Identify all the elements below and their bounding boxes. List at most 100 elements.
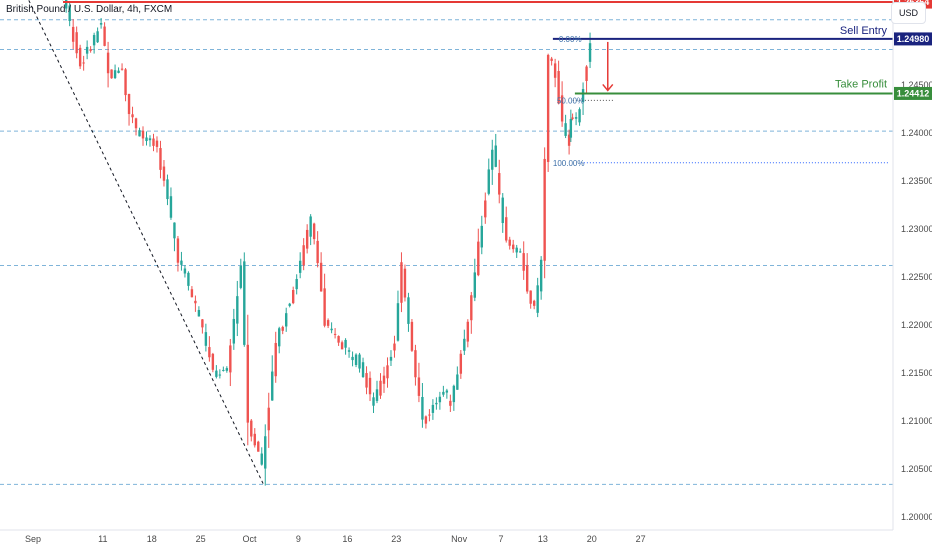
time-tick-label: 13 bbox=[538, 534, 548, 544]
candle-body bbox=[501, 197, 504, 224]
candle-body bbox=[372, 397, 375, 406]
candle-body bbox=[463, 338, 466, 351]
candle-body bbox=[452, 385, 456, 403]
candle-body bbox=[85, 46, 89, 54]
candle-body bbox=[543, 158, 546, 261]
candle-body bbox=[309, 216, 312, 237]
candle-body bbox=[368, 377, 372, 395]
candle-body bbox=[491, 149, 494, 170]
candle-body bbox=[99, 23, 103, 25]
candle-body bbox=[512, 244, 515, 250]
candle-body bbox=[138, 130, 141, 137]
candle-body bbox=[319, 262, 323, 292]
candle-body bbox=[515, 247, 518, 253]
fib-label: 100.00% bbox=[553, 159, 585, 168]
price-tick-label: 1.21500 bbox=[901, 368, 932, 378]
price-tick-label: 1.22000 bbox=[901, 320, 932, 330]
candle-body bbox=[564, 123, 567, 136]
candle-body bbox=[166, 179, 169, 200]
candle-body bbox=[470, 295, 473, 321]
candle-body bbox=[498, 173, 501, 195]
price-badge bbox=[894, 32, 932, 46]
candle-body bbox=[442, 391, 445, 395]
candle-body bbox=[340, 342, 344, 350]
candle-body bbox=[141, 130, 145, 139]
candle-body bbox=[417, 377, 421, 396]
candle-body bbox=[218, 374, 222, 376]
candle-body bbox=[103, 26, 106, 46]
candle-body bbox=[522, 253, 525, 271]
candle-body bbox=[117, 70, 120, 73]
time-tick-label: 16 bbox=[342, 534, 352, 544]
candle-body bbox=[281, 326, 284, 331]
candle-body bbox=[400, 262, 403, 303]
candle-body bbox=[225, 368, 229, 371]
time-tick-label: Oct bbox=[243, 534, 258, 544]
candle-body bbox=[358, 354, 361, 369]
candle-body bbox=[578, 109, 581, 123]
candle-body bbox=[110, 69, 113, 79]
sell-entry-label: Sell Entry bbox=[840, 25, 888, 37]
candle-body bbox=[236, 296, 239, 324]
candle-body bbox=[407, 297, 410, 324]
price-tick-label: 1.24000 bbox=[901, 128, 932, 138]
candle-body bbox=[173, 222, 176, 239]
candle-body bbox=[557, 71, 560, 104]
time-tick-label: Nov bbox=[451, 534, 468, 544]
candle-body bbox=[291, 290, 295, 304]
time-tick-label: 18 bbox=[147, 534, 157, 544]
candle-body bbox=[82, 62, 85, 64]
fib-label: 0.00% bbox=[559, 35, 582, 44]
time-tick-label: 9 bbox=[296, 534, 301, 544]
candle-body bbox=[264, 436, 267, 469]
candle-body bbox=[588, 43, 592, 62]
price-tick-label: 1.22500 bbox=[901, 272, 932, 282]
candle-body bbox=[581, 89, 585, 103]
candle-body bbox=[208, 347, 211, 358]
candle-body bbox=[382, 375, 386, 384]
price-tick-label: 1.23000 bbox=[901, 224, 932, 234]
candle-body bbox=[89, 49, 92, 51]
candle-body bbox=[550, 58, 553, 61]
candle-body bbox=[145, 137, 148, 142]
candle-body bbox=[403, 268, 407, 298]
price-badge bbox=[894, 86, 932, 100]
candle-body bbox=[560, 95, 564, 122]
candle-body bbox=[148, 138, 152, 141]
candle-body bbox=[569, 118, 573, 138]
price-tick-label: 1.20000 bbox=[901, 512, 932, 522]
time-tick-label: 27 bbox=[636, 534, 646, 544]
candle-body bbox=[505, 217, 508, 241]
candle-body bbox=[424, 416, 428, 424]
candle-body bbox=[431, 404, 435, 413]
candle-body bbox=[257, 441, 260, 452]
candle-body bbox=[532, 300, 536, 306]
time-tick-label: 7 bbox=[498, 534, 503, 544]
price-badge-label: 1.24412 bbox=[897, 88, 930, 98]
candle-body bbox=[421, 396, 424, 420]
candle-body bbox=[494, 145, 497, 167]
candle-body bbox=[271, 371, 274, 401]
candle-body bbox=[330, 328, 333, 331]
candle-body bbox=[473, 272, 477, 298]
symbol-title: British Pound / U.S. Dollar, 4h, FXCM bbox=[6, 4, 173, 15]
candle-body bbox=[155, 140, 159, 147]
candle-body bbox=[337, 336, 340, 343]
candle-body bbox=[187, 272, 190, 286]
candle-body bbox=[298, 260, 302, 273]
candle-body bbox=[361, 362, 365, 378]
time-tick-label: 11 bbox=[98, 534, 107, 544]
time-tick-label: 23 bbox=[391, 534, 401, 544]
candle-body bbox=[190, 289, 194, 298]
candle-body bbox=[323, 288, 326, 326]
candle-body bbox=[239, 266, 243, 288]
candle-body bbox=[508, 239, 511, 246]
candle-body bbox=[379, 380, 382, 396]
candle-body bbox=[229, 345, 232, 373]
currency-button[interactable]: USD bbox=[891, 2, 926, 24]
candle-body bbox=[571, 117, 574, 119]
candle-body bbox=[194, 300, 197, 304]
candle-body bbox=[438, 396, 442, 403]
